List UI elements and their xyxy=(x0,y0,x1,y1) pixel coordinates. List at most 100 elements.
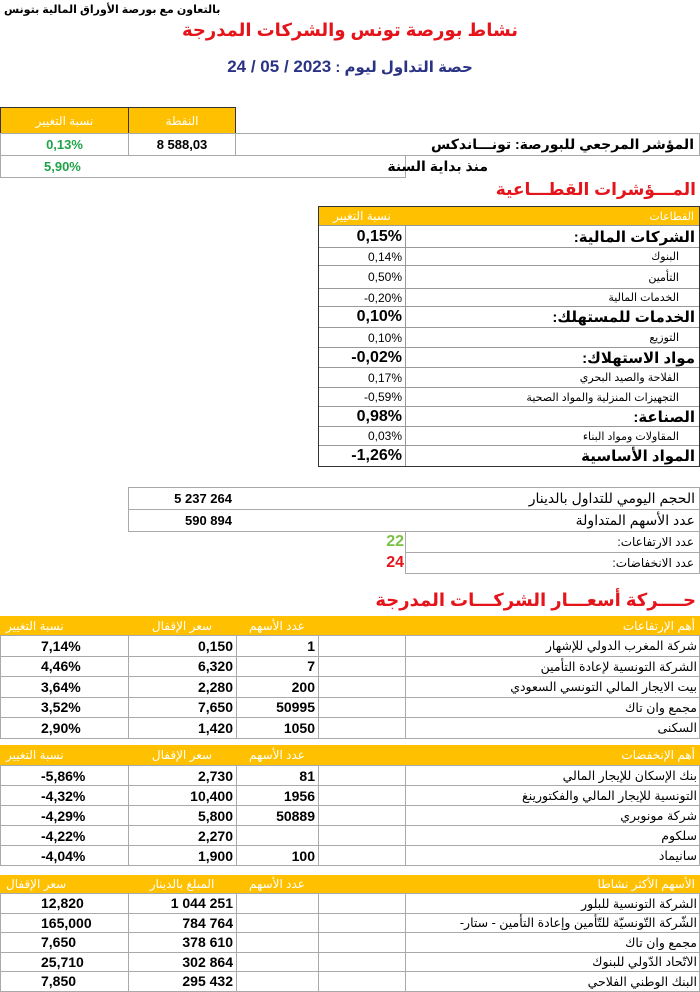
daily-volume-value: 5 237 264 xyxy=(174,491,232,506)
row-close: 7,850 xyxy=(0,971,129,992)
row-empty-cell xyxy=(318,912,406,933)
row-shares xyxy=(236,971,319,992)
row-close: 165,000 xyxy=(0,912,129,933)
row-shares: 50889 xyxy=(236,805,319,826)
gainers-header-shares: عدد الأسهم xyxy=(249,618,305,633)
daily-volume-label: الحجم اليومي للتداول بالدينار xyxy=(528,490,695,506)
active-header-amount: المبلغ بالدينار xyxy=(149,877,215,891)
row-close: 10,400 xyxy=(128,785,237,806)
index-label: المؤشر المرجعي للبورصة: تونـــاندكس xyxy=(235,133,700,156)
row-empty-cell xyxy=(318,932,406,953)
losers-header-bar xyxy=(0,745,700,765)
row-shares: 200 xyxy=(236,676,319,698)
row-company-name: شركة مونوبري xyxy=(405,805,700,826)
row-close: 0,150 xyxy=(128,635,237,657)
row-shares: 7 xyxy=(236,655,319,677)
row-company-name: الشّركة التّونسيّة للتّأمين وإعادة التأم… xyxy=(405,912,700,933)
row-empty-cell xyxy=(318,805,406,826)
row-close: 5,800 xyxy=(128,805,237,826)
row-close: 12,820 xyxy=(0,893,129,914)
session-date-line: حصة التداول ليوم : 2023 / 05 / 24 xyxy=(0,57,700,77)
row-shares xyxy=(236,932,319,953)
row-change: -4,32% xyxy=(0,785,129,806)
row-company-name: شركة المغرب الدولي للإشهار xyxy=(405,635,700,657)
daily-volume-row: 5 237 264 الحجم اليومي للتداول بالدينار xyxy=(128,487,700,510)
row-change: 4,46% xyxy=(0,655,129,677)
cooperation-note: بالتعاون مع بورصة الأوراق المالية بتونس xyxy=(4,4,221,16)
row-empty-cell xyxy=(318,717,406,739)
row-company-name: مجمع وان تاك xyxy=(405,932,700,953)
row-amount: 784 764 xyxy=(128,912,237,933)
losers-header-close: سعر الإقفال xyxy=(151,748,213,762)
page-title: نشاط بورصة تونس والشركات المدرجة xyxy=(181,20,519,40)
row-close: 1,420 xyxy=(128,717,237,739)
row-company-name: الاتّحاد الدّولي للبنوك xyxy=(405,951,700,972)
row-shares: 100 xyxy=(236,845,319,866)
session-date: 2023 / 05 / 24 xyxy=(227,57,332,76)
row-change: -4,29% xyxy=(0,805,129,826)
losers-header-shares: عدد الأسهم xyxy=(249,748,305,762)
row-shares xyxy=(236,912,319,933)
row-change: 2,90% xyxy=(0,717,129,739)
row-company-name: مجمع وان تاك xyxy=(405,696,700,718)
row-shares: 1050 xyxy=(236,717,319,739)
gainers-header-close: سعر الإقفال xyxy=(151,618,213,633)
row-empty-cell xyxy=(318,785,406,806)
row-shares xyxy=(236,893,319,914)
row-empty-cell xyxy=(318,696,406,718)
gainers-header-name: أهم الإرتفاعات xyxy=(622,618,695,633)
row-company-name: البنك الوطني الفلاحي xyxy=(405,971,700,992)
row-company-name: السكنى xyxy=(405,717,700,739)
active-header-shares: عدد الأسهم xyxy=(249,877,305,891)
row-close: 1,900 xyxy=(128,845,237,866)
row-amount: 295 432 xyxy=(128,971,237,992)
sectors-title: المـــؤشرات القطـــاعية xyxy=(495,180,696,199)
index-points: 8 588,03 xyxy=(128,133,236,156)
sectors-table-border xyxy=(318,206,700,467)
row-shares xyxy=(236,951,319,972)
row-company-name: سانيماد xyxy=(405,845,700,866)
traded-shares-label: عدد الأسهم المتداولة xyxy=(575,512,695,528)
row-close: 7,650 xyxy=(128,696,237,718)
row-shares: 81 xyxy=(236,765,319,786)
row-shares xyxy=(236,825,319,846)
row-shares: 1956 xyxy=(236,785,319,806)
row-empty-cell xyxy=(318,635,406,657)
index-ytd-label: منذ بداية السنة xyxy=(387,158,488,174)
row-amount: 378 610 xyxy=(128,932,237,953)
row-change: 3,52% xyxy=(0,696,129,718)
losers-header-name: أهم الإنخفضات xyxy=(621,748,695,762)
row-empty-cell xyxy=(318,825,406,846)
active-header-name: الأسهم الأكثر نشاطا xyxy=(597,877,695,891)
row-company-name: بنك الإسكان للإيجار المالي xyxy=(405,765,700,786)
row-company-name: التونسية للإيجار المالي والفكتورينغ xyxy=(405,785,700,806)
active-header-bar xyxy=(0,875,700,893)
row-close: 2,270 xyxy=(128,825,237,846)
row-close: 25,710 xyxy=(0,951,129,972)
row-company-name: الشركة التونسية للبلور xyxy=(405,893,700,914)
row-company-name: سلكوم xyxy=(405,825,700,846)
index-ytd-change: 5,90% xyxy=(0,155,406,178)
row-change: -4,22% xyxy=(0,825,129,846)
gainers-header-bar xyxy=(0,616,700,635)
row-empty-cell xyxy=(318,893,406,914)
row-shares: 50995 xyxy=(236,696,319,718)
row-change: 3,64% xyxy=(0,676,129,698)
traded-shares-value: 590 894 xyxy=(185,513,232,528)
row-company-name: الشركة التونسية لإعادة التأمين xyxy=(405,655,700,677)
row-amount: 302 864 xyxy=(128,951,237,972)
active-header-close: سعر الإقفال xyxy=(6,877,67,891)
row-close: 2,730 xyxy=(128,765,237,786)
row-empty-cell xyxy=(318,845,406,866)
row-company-name: بيت الايجار المالي التونسي السعودي xyxy=(405,676,700,698)
row-empty-cell xyxy=(318,951,406,972)
session-label: حصة التداول ليوم : xyxy=(335,59,473,76)
row-empty-cell xyxy=(318,676,406,698)
losers-count-label: عدد الانخفاضات: xyxy=(405,552,700,574)
row-close: 2,280 xyxy=(128,676,237,698)
row-change: -4,04% xyxy=(0,845,129,866)
movers-title: حــــركة أسعـــار الشركـــات المدرجة xyxy=(375,590,696,610)
losers-count: 24 xyxy=(386,554,404,571)
sectors-col-change: نسبة التغيير xyxy=(318,206,406,226)
index-col-change: نسبة التغيير xyxy=(0,107,129,134)
